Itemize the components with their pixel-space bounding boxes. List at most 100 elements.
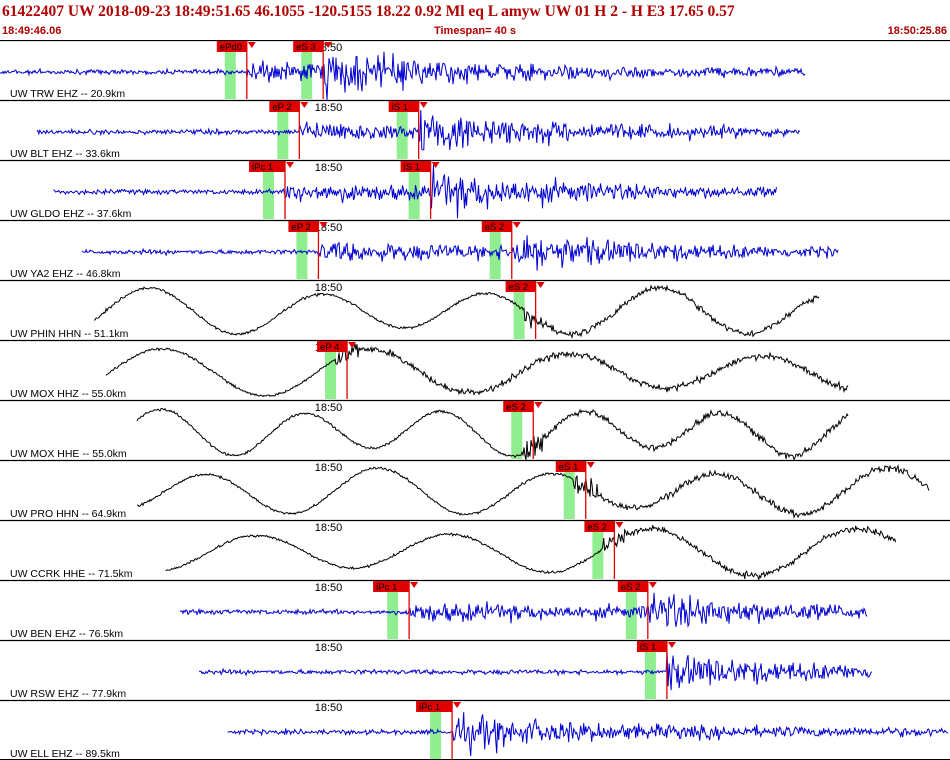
pick-label: eS 1 <box>559 462 579 473</box>
pick-flag[interactable] <box>584 521 615 532</box>
pick-flag[interactable] <box>373 581 410 592</box>
pick-arrow-icon <box>648 582 657 588</box>
trace-row[interactable]: 18:50 iPc 1 iS 1 UW GLDO EHZ -- 37.6km <box>0 159 950 221</box>
phase-band <box>301 41 313 99</box>
waveform-trace[interactable] <box>81 235 839 271</box>
pick-label: eS 3 <box>296 42 316 53</box>
pick-arrow-icon <box>512 222 521 228</box>
pick-arrow-icon <box>615 522 624 528</box>
pick-arrow-icon <box>286 162 294 168</box>
waveform-trace[interactable] <box>0 51 806 100</box>
trace-row[interactable]: 18:50 eS 2 UW CCRK HHE -- 71.5km <box>0 519 950 581</box>
pick-label: iS 1 <box>392 102 408 113</box>
start-time: 18:49:46.06 <box>2 25 62 37</box>
waveform-trace[interactable] <box>105 343 849 398</box>
station-label: UW YA2 EHZ -- 46.8km <box>10 268 121 280</box>
waveform-trace[interactable] <box>179 592 868 628</box>
station-label: UW PHIN HHN -- 51.1km <box>10 328 129 340</box>
pick-label: ePd0 <box>220 42 242 53</box>
pick-label: eS 2 <box>485 222 505 233</box>
station-label: UW GLDO EHZ -- 37.6km <box>10 208 132 220</box>
timespan-label: Timespan= 40 s <box>433 25 517 37</box>
pick-flag[interactable] <box>249 161 285 172</box>
station-label: UW TRW EHZ -- 20.9km <box>10 88 125 100</box>
pick-flag[interactable] <box>617 581 648 592</box>
phase-band <box>511 401 523 459</box>
pick-label: eS 2 <box>587 522 607 533</box>
pick-label: eP 2 <box>291 222 310 233</box>
phase-band <box>408 161 420 219</box>
pick-label: iPc 1 <box>252 162 273 173</box>
time-tick-label: 18:50 <box>315 642 343 654</box>
pick-flag[interactable] <box>288 221 319 232</box>
trace-row[interactable]: 18:50 eS 2 UW MOX HHE -- 55.0km <box>0 399 950 461</box>
pick-flag[interactable] <box>388 101 419 112</box>
pick-flag[interactable] <box>216 41 247 52</box>
waveform-trace[interactable] <box>136 463 930 519</box>
pick-label: iPc 1 <box>419 702 440 713</box>
pick-arrow-icon <box>247 42 256 48</box>
pick-flag[interactable] <box>269 101 300 112</box>
pick-arrow-icon <box>667 642 676 648</box>
pick-arrow-icon <box>319 222 328 228</box>
pick-label: eP 4 <box>320 342 339 353</box>
pick-flag[interactable] <box>293 41 324 52</box>
phase-band <box>644 641 656 699</box>
trace-row[interactable]: 18:50 eS 1 UW PRO HHN -- 64.9km <box>0 459 950 521</box>
pick-arrow-icon <box>410 582 419 588</box>
pick-flag[interactable] <box>503 401 534 412</box>
waveform-trace[interactable] <box>165 525 897 580</box>
pick-flag[interactable] <box>317 341 348 352</box>
time-tick-label: 18:50 <box>315 582 343 594</box>
waveform-trace[interactable] <box>227 712 949 757</box>
pick-flag[interactable] <box>636 641 667 652</box>
time-tick-label: 18:50 <box>315 102 343 114</box>
header: 61422407 UW 2018-09-23 18:49:51.65 46.10… <box>0 0 950 40</box>
waveform-trace[interactable] <box>93 284 820 339</box>
trace-row[interactable]: 18:50 iPc 1 UW ELL EHZ -- 89.5km <box>0 699 950 760</box>
pick-flag[interactable] <box>505 281 536 292</box>
trace-row[interactable]: 18:50 eP 2 iS 1 UW BLT EHZ -- 33.6km <box>0 99 950 161</box>
waveform-trace[interactable] <box>53 164 777 219</box>
time-tick-label: 18:50 <box>315 462 343 474</box>
trace-row[interactable]: 18:50 iPc 1 eS 2 UW BEN EHZ -- 76.5km <box>0 579 950 641</box>
pick-label: iPc 1 <box>376 582 397 593</box>
time-tick-label: 18:50 <box>315 522 343 534</box>
event-title: 61422407 UW 2018-09-23 18:49:51.65 46.10… <box>2 3 735 20</box>
trace-row[interactable]: 18:50 eS 2 UW PHIN HHN -- 51.1km <box>0 279 950 341</box>
phase-band <box>430 701 442 759</box>
pick-label: eS 2 <box>506 402 526 413</box>
pick-arrow-icon <box>586 462 595 468</box>
pick-arrow-icon <box>324 42 333 48</box>
pick-arrow-icon <box>419 102 428 108</box>
pick-flag[interactable] <box>555 461 586 472</box>
seismogram-panel[interactable]: 18:50 ePd0 eS 3 UW TRW EHZ -- 20.9km 18:50 eP… <box>0 40 950 760</box>
station-label: UW RSW EHZ -- 77.9km <box>10 688 126 700</box>
pick-flag[interactable] <box>481 221 512 232</box>
station-label: UW BLT EHZ -- 33.6km <box>10 148 120 160</box>
pick-arrow-icon <box>536 282 545 288</box>
waveform-trace[interactable] <box>136 407 849 461</box>
pick-label: iS 1 <box>640 642 656 653</box>
pick-flag[interactable] <box>416 701 453 712</box>
pick-label: iS 1 <box>404 162 420 173</box>
phase-band <box>224 41 236 99</box>
time-tick-label: 18:50 <box>315 402 343 414</box>
pick-arrow-icon <box>453 702 462 708</box>
pick-arrow-icon <box>534 402 543 408</box>
station-label: UW BEN EHZ -- 76.5km <box>10 628 123 640</box>
station-label: UW ELL EHZ -- 89.5km <box>10 748 120 760</box>
pick-flag[interactable] <box>400 161 431 172</box>
station-label: UW PRO HHN -- 64.9km <box>10 508 126 520</box>
end-time: 18:50:25.86 <box>887 25 947 37</box>
waveform-trace[interactable] <box>199 651 873 691</box>
station-label: UW CCRK HHE -- 71.5km <box>10 568 133 580</box>
pick-label: eS 2 <box>621 582 641 593</box>
time-tick-label: 18:50 <box>315 162 343 174</box>
phase-band <box>325 341 337 399</box>
trace-row[interactable]: 18:50 iS 1 UW RSW EHZ -- 77.9km <box>0 639 950 701</box>
phase-band <box>387 581 399 639</box>
